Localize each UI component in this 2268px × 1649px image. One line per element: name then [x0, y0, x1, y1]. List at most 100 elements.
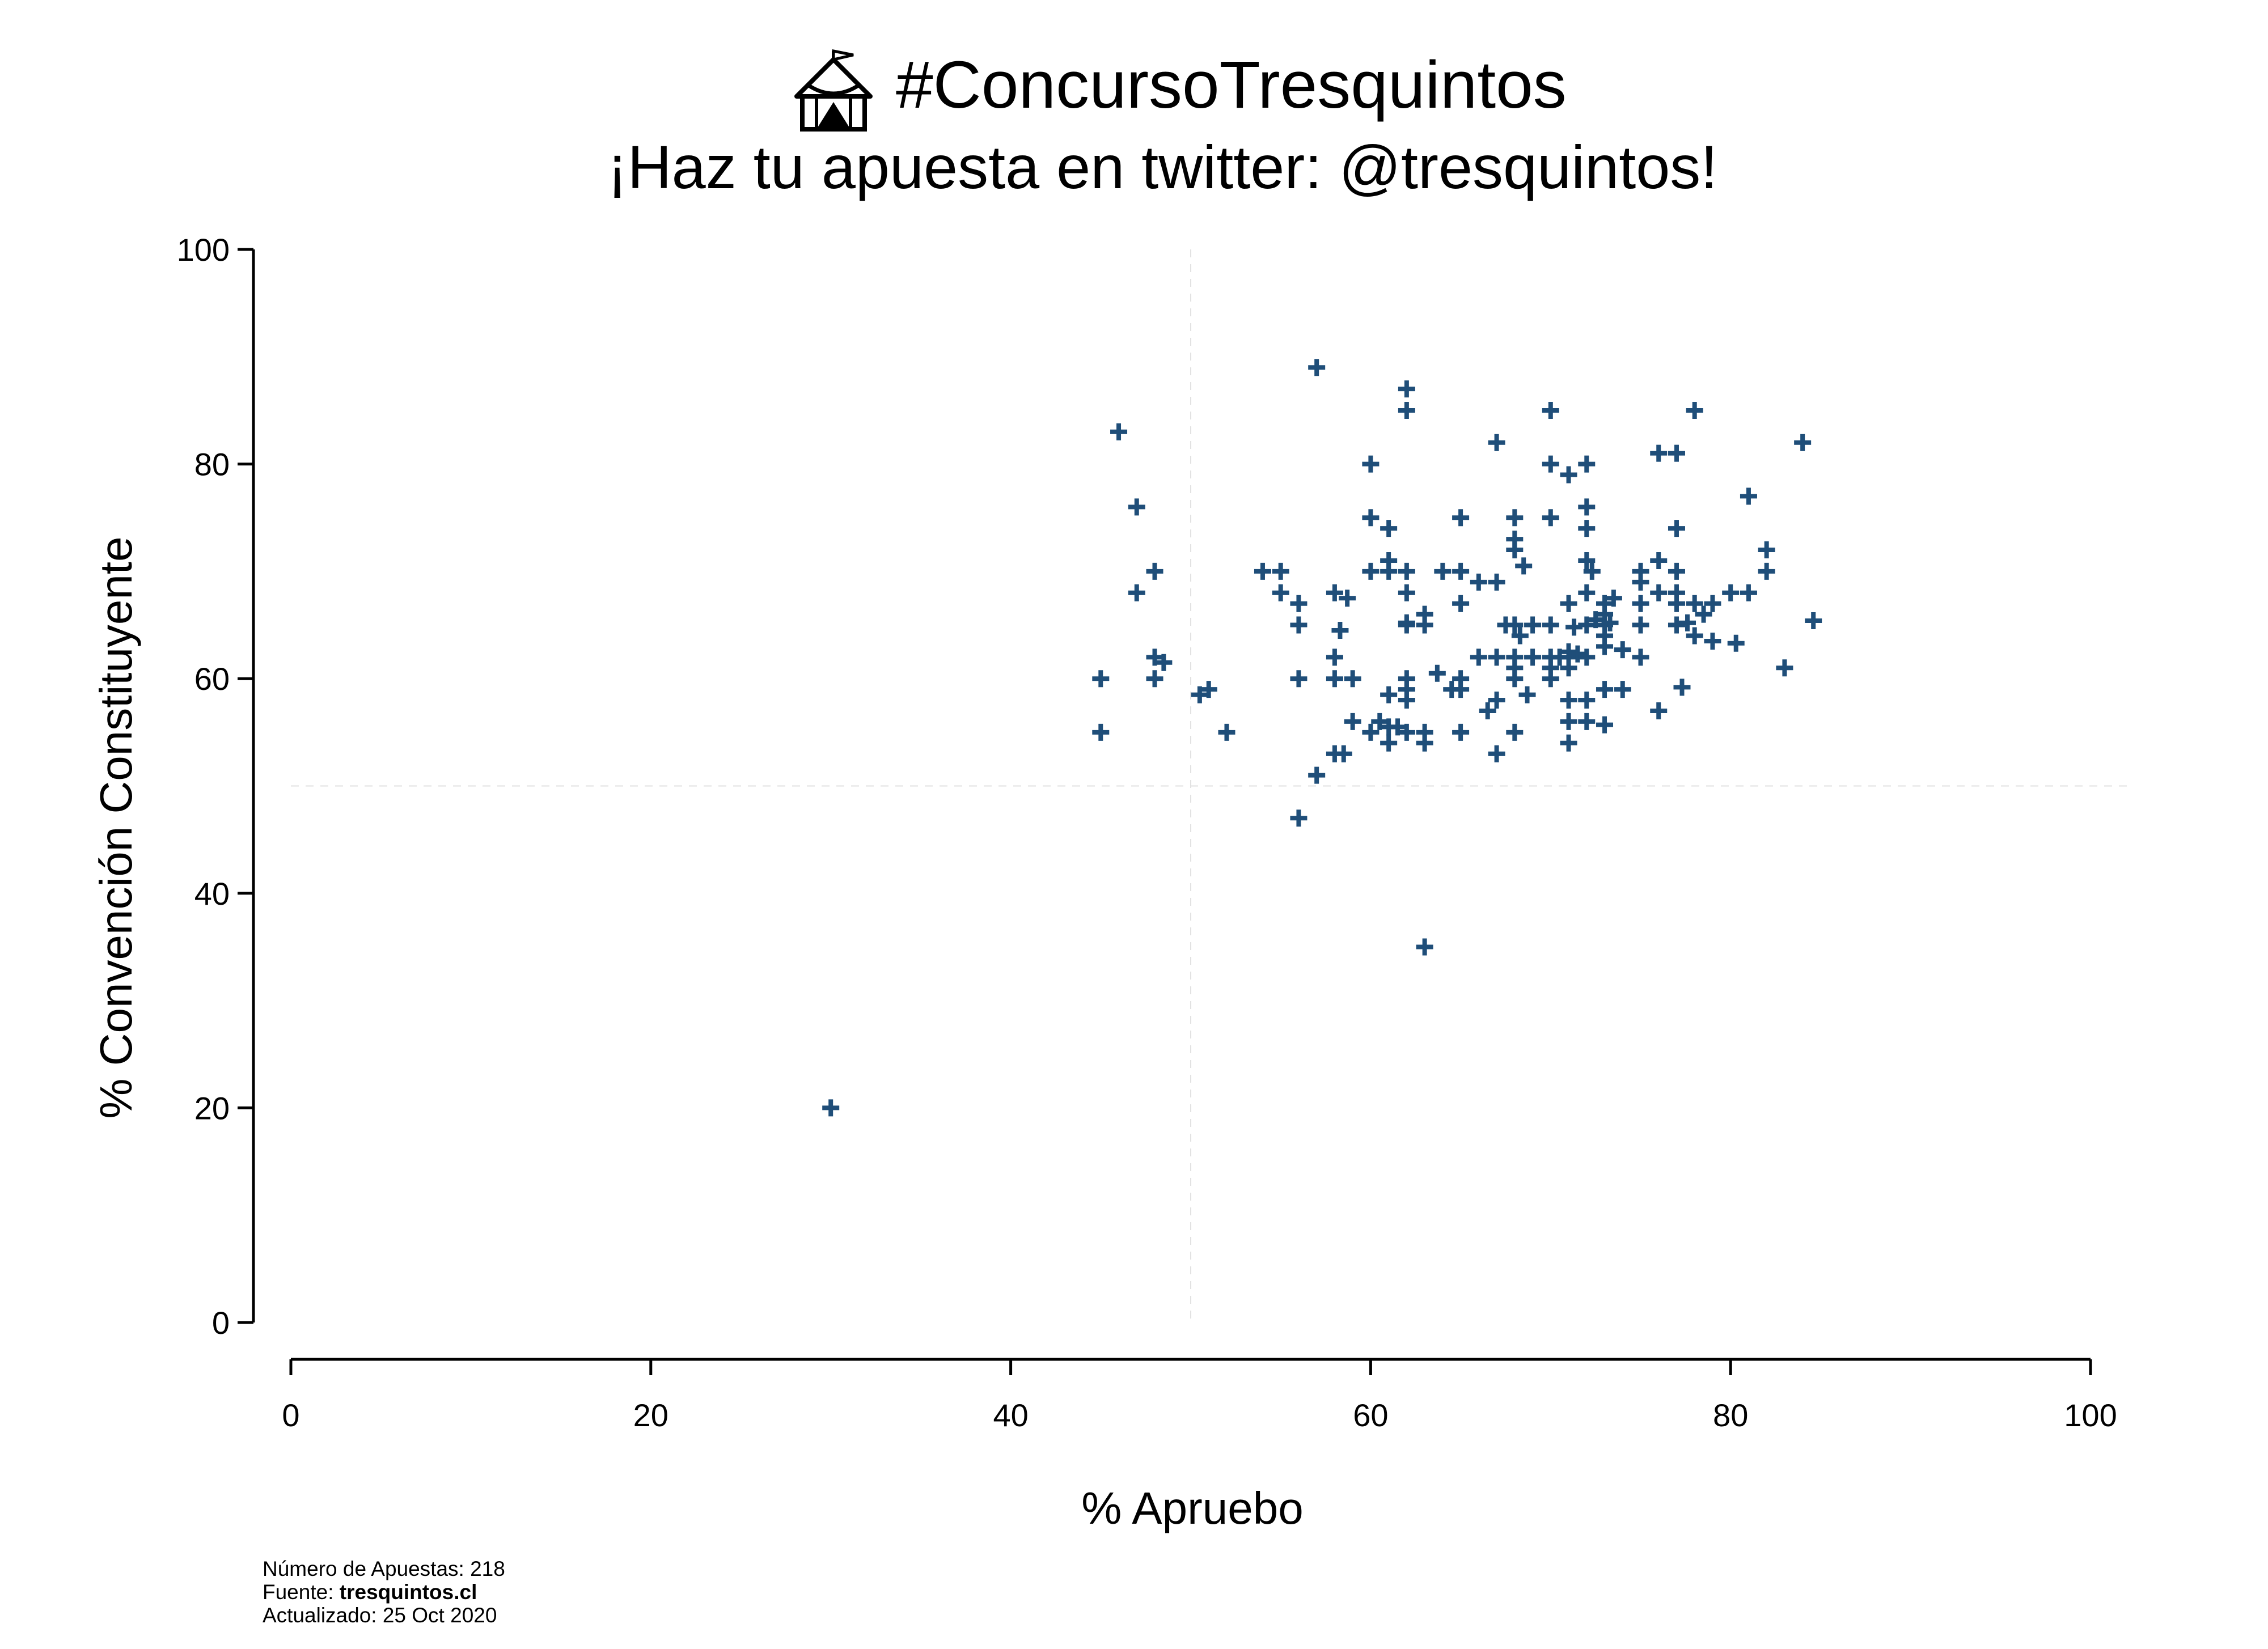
data-point: [1452, 595, 1470, 612]
data-point: [1578, 713, 1596, 730]
data-point: [1470, 648, 1487, 666]
x-tick-label: 20: [633, 1397, 668, 1433]
data-point: [1805, 612, 1822, 629]
data-point: [1560, 595, 1577, 612]
data-point: [1155, 654, 1173, 671]
data-point: [1614, 681, 1631, 698]
data-point: [1380, 520, 1398, 537]
x-tick-label: 80: [1713, 1397, 1748, 1433]
data-point: [1560, 734, 1577, 752]
source-name: tresquintos.cl: [340, 1580, 477, 1604]
data-point: [1434, 562, 1452, 580]
data-point: [1583, 562, 1601, 580]
x-tick-label: 40: [993, 1397, 1028, 1433]
y-tick-label: 40: [194, 876, 230, 912]
data-point: [1398, 401, 1415, 419]
data-point: [1740, 488, 1757, 505]
data-point: [1578, 498, 1596, 516]
data-point: [1704, 632, 1721, 650]
data-point: [1686, 401, 1703, 419]
data-point: [1560, 692, 1577, 709]
data-point: [1632, 616, 1649, 634]
data-point: [1362, 509, 1380, 527]
x-tick-label: 100: [2064, 1397, 2117, 1433]
data-point: [1398, 584, 1415, 601]
data-point: [1578, 552, 1596, 569]
data-point: [1605, 590, 1622, 607]
data-point: [1601, 614, 1619, 631]
data-point: [1632, 595, 1649, 612]
data-point: [1416, 938, 1433, 956]
data-point: [1488, 434, 1505, 451]
data-point: [1650, 584, 1668, 601]
data-point: [1389, 718, 1407, 736]
data-point: [1272, 584, 1289, 601]
data-point: [1380, 562, 1398, 580]
data-point: [1452, 723, 1470, 741]
data-point: [1272, 562, 1289, 580]
data-point: [1452, 509, 1470, 527]
y-tick-label: 100: [177, 232, 230, 268]
data-point: [1515, 557, 1533, 575]
data-point: [1398, 562, 1415, 580]
data-point: [1740, 584, 1757, 601]
data-point: [1398, 692, 1415, 709]
data-point: [1578, 520, 1596, 537]
data-point: [1398, 380, 1415, 398]
data-point: [1569, 645, 1586, 663]
bet-count-note: Número de Apuestas: 218: [263, 1557, 505, 1580]
data-point: [1695, 605, 1712, 623]
data-point: [1794, 434, 1812, 451]
data-point: [1218, 723, 1235, 741]
data-point: [1578, 616, 1596, 634]
data-point: [1506, 541, 1524, 559]
x-tick-label: 0: [282, 1397, 299, 1433]
data-point: [1371, 713, 1389, 730]
data-point: [1470, 573, 1487, 591]
data-point: [1308, 766, 1326, 784]
x-axis-ticks: 0 20 40 60 80 100: [282, 1359, 2117, 1433]
data-point: [1339, 590, 1356, 607]
data-point: [1452, 562, 1470, 580]
data-point: [1308, 359, 1326, 376]
data-point: [1326, 648, 1343, 666]
data-point: [1331, 622, 1349, 639]
data-point: [1542, 670, 1559, 688]
data-point: [1758, 562, 1775, 580]
data-point: [1326, 584, 1343, 601]
circus-tent-icon: [794, 49, 873, 132]
data-point: [1506, 670, 1524, 688]
data-point: [1416, 734, 1433, 752]
y-axis-title: % Convención Constituyente: [91, 536, 141, 1118]
data-point: [1578, 455, 1596, 473]
data-point: [1398, 614, 1415, 631]
data-point: [1290, 809, 1308, 827]
chart-subtitle: ¡Haz tu apuesta en twitter: @tresquintos…: [607, 133, 1718, 201]
data-point: [1290, 595, 1308, 612]
data-point: [1092, 723, 1110, 741]
data-point: [1428, 664, 1446, 682]
data-point: [1596, 681, 1614, 698]
chart-title: #ConcursoTresquintos: [896, 48, 1567, 122]
data-point: [1668, 520, 1685, 537]
data-point: [1632, 648, 1649, 666]
source-prefix: Fuente:: [263, 1580, 340, 1604]
data-point: [1578, 584, 1596, 601]
data-point: [1686, 595, 1703, 612]
data-point: [1146, 648, 1163, 666]
y-tick-label: 60: [194, 661, 230, 697]
data-point: [1398, 723, 1415, 741]
data-point: [1511, 627, 1529, 645]
data-point: [1290, 670, 1308, 688]
data-point: [1518, 686, 1536, 703]
scatter-points: [822, 359, 1822, 1117]
data-point: [1679, 614, 1696, 631]
data-point: [1673, 679, 1691, 696]
data-point: [1335, 745, 1352, 762]
data-point: [1686, 627, 1703, 645]
data-point: [1668, 562, 1685, 580]
data-point: [822, 1099, 840, 1117]
data-point: [1776, 659, 1793, 677]
data-point: [1488, 745, 1505, 762]
